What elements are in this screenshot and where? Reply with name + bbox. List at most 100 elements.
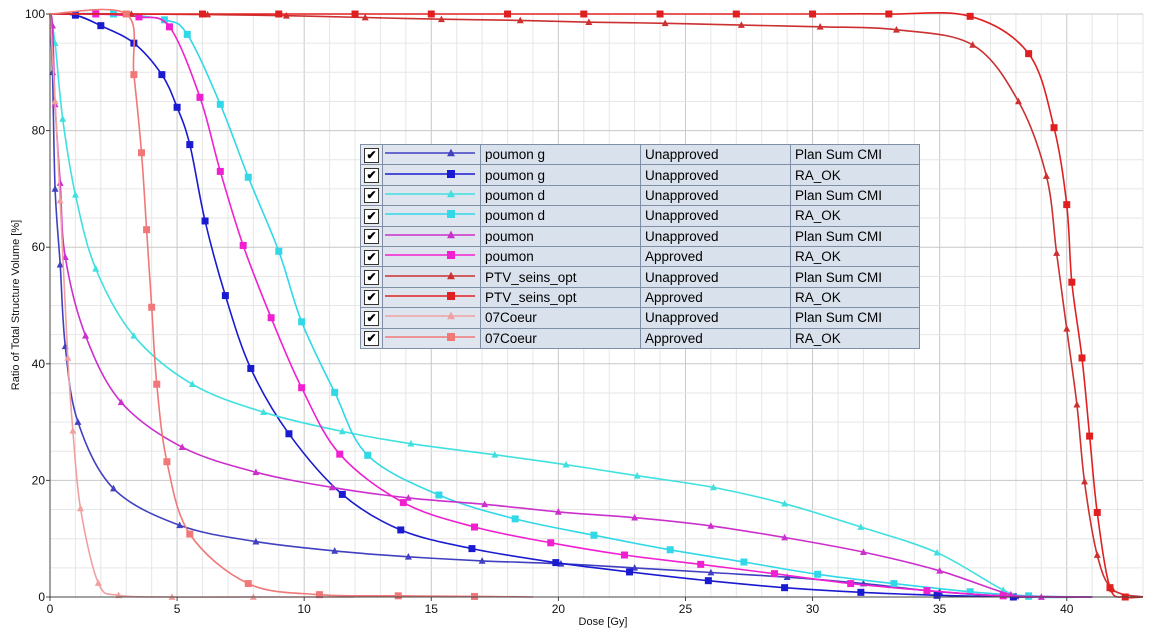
data-point-triangle [1093,551,1101,558]
data-point-square [504,10,512,18]
series-line [49,13,1093,598]
data-point-square [298,318,306,326]
data-point-square [351,10,359,18]
data-point-triangle [562,460,570,468]
y-tick-label: 20 [32,473,46,487]
data-point-square [165,23,173,31]
legend-plan-name: RA_OK [790,245,920,268]
legend-approval-status: Unapproved [640,143,791,166]
data-point-square [153,380,161,388]
legend-checkbox-cell: ✔ [360,164,383,186]
data-point-triangle [859,548,867,555]
data-point-square [1050,124,1058,132]
data-point-square [656,10,664,18]
legend-checkbox[interactable]: ✔ [364,290,379,306]
data-point-triangle [481,500,489,508]
data-point-triangle [936,566,944,574]
data-point-square [244,580,252,588]
series-3 [49,10,1093,600]
legend-checkbox[interactable]: ✔ [364,310,379,326]
legend-checkbox[interactable]: ✔ [364,331,379,347]
legend-checkbox[interactable]: ✔ [364,208,379,224]
data-point-triangle [82,332,90,339]
data-point-square [216,100,224,108]
x-tick-label: 25 [679,602,693,616]
data-point-square [427,10,435,18]
y-tick-label: 100 [25,7,45,21]
legend-plan-name: RA_OK [790,205,920,227]
data-point-square [285,430,293,438]
data-point-square [666,546,674,554]
legend-approval-status: Unapproved [640,164,791,186]
data-point-square [847,580,855,588]
legend-checkbox[interactable]: ✔ [364,249,379,265]
data-point-triangle [816,23,824,30]
y-tick-label: 60 [32,240,46,254]
data-point-square [364,451,372,459]
data-point-triangle [74,418,82,425]
data-point-square [122,10,130,18]
legend-approval-status: Approved [640,286,791,309]
legend: ✔ poumon g Unapproved Plan Sum CMI ✔ poumon g… [360,143,920,349]
data-point-square [331,388,339,396]
data-point-square [590,531,598,539]
legend-checkbox[interactable]: ✔ [364,168,379,184]
data-point-triangle [709,483,717,491]
data-point-square [857,588,865,596]
data-point-triangle [178,443,186,451]
legend-checkbox[interactable]: ✔ [364,147,379,163]
data-point-triangle [781,533,789,541]
legend-checkbox-cell: ✔ [360,205,383,227]
data-point-square [130,71,138,79]
data-point-triangle [1063,325,1071,332]
data-point-triangle [633,471,641,479]
legend-swatch [385,332,475,341]
data-point-triangle [554,508,562,515]
legend-plan-name: Plan Sum CMI [790,225,920,247]
legend-swatch [385,148,475,157]
legend-checkbox[interactable]: ✔ [364,188,379,204]
data-point-triangle [1014,97,1022,105]
data-point-square [201,217,209,225]
data-point-square [244,173,252,181]
data-point-triangle [437,15,445,23]
data-point-square [247,364,255,372]
data-point-triangle [130,332,138,339]
data-point-triangle [857,523,865,530]
legend-row: ✔ poumon Approved RA_OK [360,245,920,268]
grid [49,13,1144,598]
legend-checkbox[interactable]: ✔ [364,229,379,245]
data-point-triangle [51,185,59,192]
data-point-triangle [361,13,369,21]
data-point-square [394,592,402,600]
legend-swatch-cell [382,225,481,247]
data-point-square [1063,201,1071,209]
legend-structure-name: 07Coeur [480,307,641,329]
data-point-square [552,559,560,567]
legend-row: ✔ PTV_seins_opt Approved RA_OK [360,286,920,309]
data-point-square [148,303,156,311]
data-point-triangle [176,521,184,529]
x-tick-label: 20 [552,602,566,616]
legend-approval-status: Approved [640,327,791,349]
data-point-square [885,10,893,18]
legend-swatch [385,311,475,320]
legend-swatch-cell [382,307,481,329]
data-point-triangle [188,380,196,388]
data-point-square [966,588,974,596]
legend-row: ✔ poumon g Unapproved RA_OK [360,164,920,186]
data-point-square [966,12,974,20]
data-point-square [186,141,194,149]
data-point-triangle [1073,400,1081,408]
legend-checkbox-cell: ✔ [360,184,383,207]
data-point-triangle [491,450,499,458]
y-tick-label: 80 [32,124,46,138]
data-point-triangle [64,354,72,361]
series-line [49,13,1093,599]
data-point-square [697,560,705,568]
x-axis-title: Dose [Gy] [579,616,628,628]
x-tick-label: 30 [806,602,820,616]
legend-approval-status: Unapproved [640,184,791,207]
legend-checkbox[interactable]: ✔ [364,270,379,285]
